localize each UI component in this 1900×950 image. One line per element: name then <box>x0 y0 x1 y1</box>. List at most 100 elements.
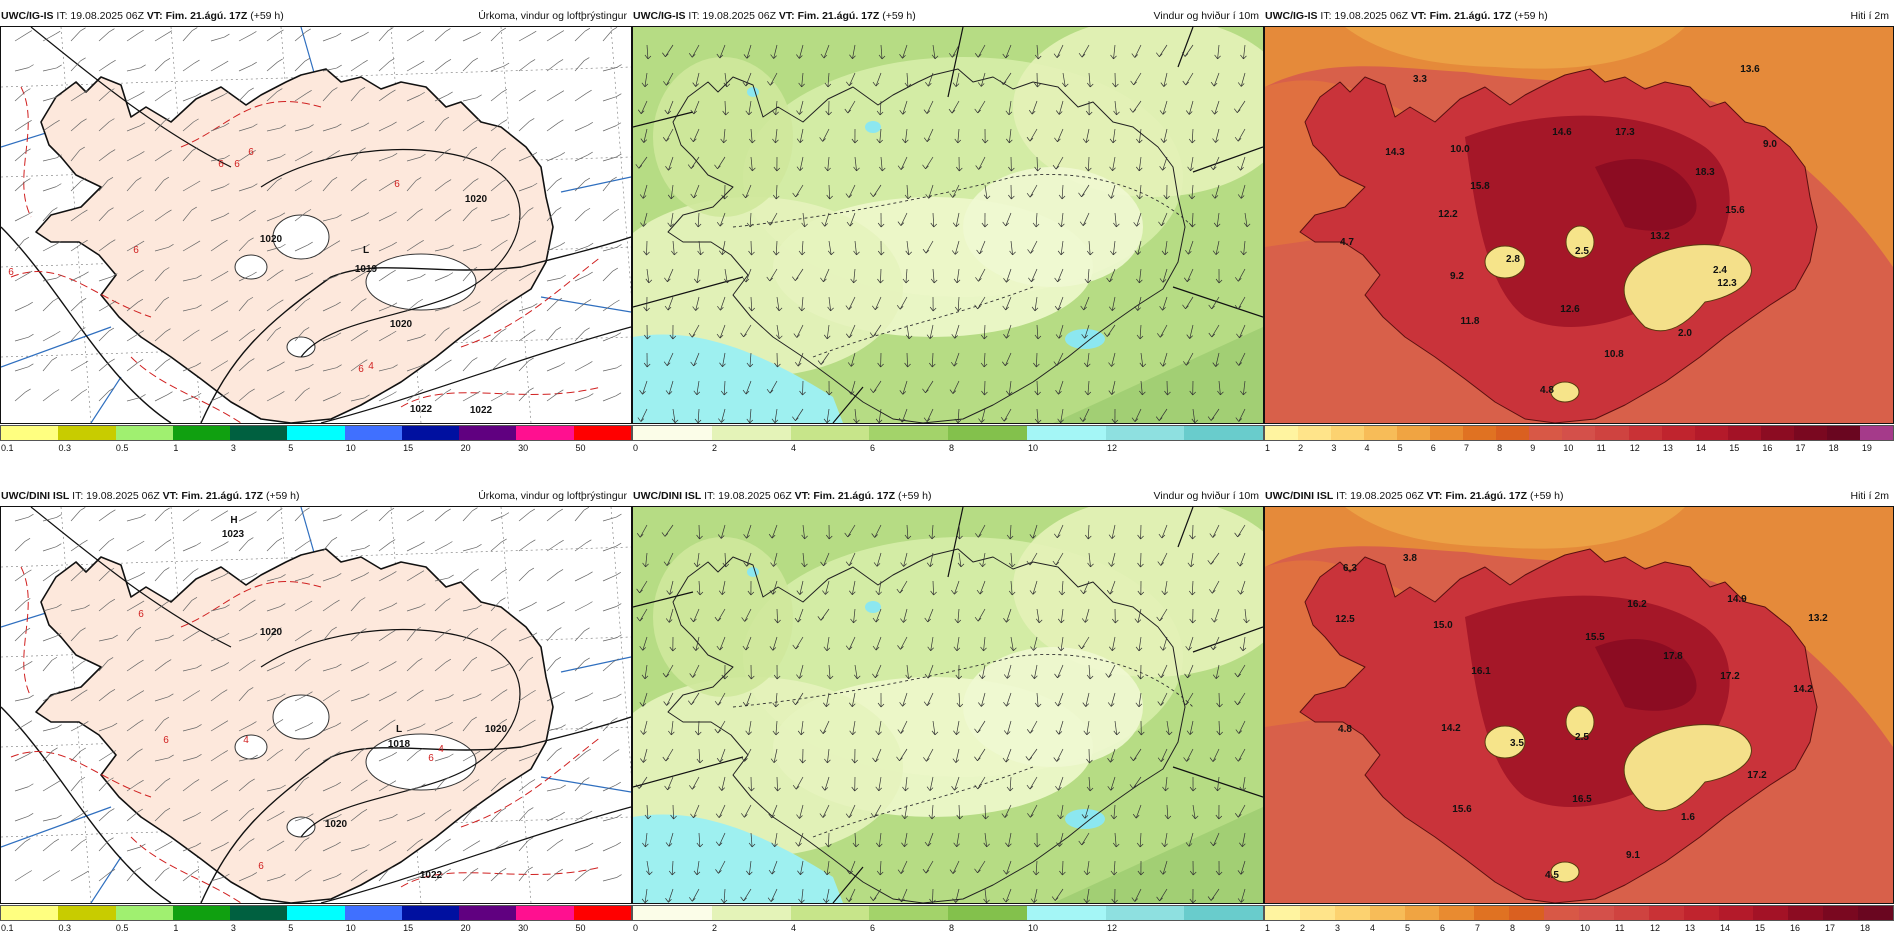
wind-arrowhead <box>853 674 861 680</box>
wind-barb <box>322 876 337 882</box>
wind-barb <box>82 209 88 214</box>
wind-barb <box>266 511 278 522</box>
wind-barb <box>528 837 534 841</box>
wind-barb <box>165 358 171 362</box>
precip-map[interactable]: H 1023 L 1018 1020 1020 1020 1022 6 6 4 4 6 6 <box>0 506 632 904</box>
colorbar-swatch <box>1 426 59 440</box>
wind-arrowhead <box>1184 673 1191 679</box>
wind-arrow <box>1218 380 1221 395</box>
wind-barb <box>238 153 251 162</box>
panel-title: Vindur og hviður í 10m <box>1153 10 1259 22</box>
wind-barb <box>556 747 562 752</box>
wind-arrow <box>773 552 778 567</box>
wind-arrowhead <box>1107 758 1114 763</box>
wind-barb <box>138 779 144 784</box>
wind-arrowhead <box>851 138 859 144</box>
wind-barb <box>14 273 28 282</box>
wind-arrowhead <box>925 194 932 199</box>
colorbar-tick-label: 10 <box>1580 923 1591 933</box>
colorbar-tick-label: 6 <box>870 923 876 933</box>
wind-barb <box>555 656 562 661</box>
wind-arrow <box>722 352 726 367</box>
panel-precip-dini: UWC/DINI ISL IT: 19.08.2025 06Z VT: Fim.… <box>0 486 632 946</box>
temperature-label: 10.0 <box>1450 144 1470 155</box>
colorbar-tick-label: 0 <box>633 443 639 453</box>
wind-arrowhead <box>792 192 799 198</box>
wind-barb <box>462 210 473 222</box>
temperature-label: 11.8 <box>1461 316 1480 327</box>
wind-arrowhead <box>639 194 647 199</box>
wind-arrow <box>642 692 648 707</box>
wind-arrow <box>1188 240 1194 255</box>
wind-barb <box>462 571 474 582</box>
wind-arrowhead <box>1130 756 1137 761</box>
wind-arrowhead <box>717 534 725 539</box>
wind-barb <box>56 604 62 608</box>
wind-map-svg <box>633 27 1263 423</box>
wind-barb <box>406 876 421 882</box>
wind-arrowhead <box>1157 673 1165 678</box>
wind-barb <box>210 575 225 582</box>
wind-arrow <box>1238 720 1246 734</box>
wind-barb <box>238 332 251 342</box>
wind-barb <box>249 778 255 783</box>
pressure-label: 6 <box>248 147 254 158</box>
wind-map-svg <box>633 507 1263 903</box>
pressure-label: 1022 <box>420 870 443 881</box>
wind-arrowhead <box>1155 416 1163 421</box>
wind-barb <box>222 510 229 514</box>
wind-arrow <box>749 212 752 227</box>
wind-barb <box>587 842 594 847</box>
wind-arrowhead <box>1030 646 1037 651</box>
lead-time: (+59 h) <box>897 490 932 502</box>
wind-barb <box>335 782 341 786</box>
wind-arrowhead <box>951 334 958 339</box>
wind-arrowhead <box>1182 304 1189 310</box>
wind-barb <box>249 388 255 393</box>
wind-arrowhead <box>774 786 781 792</box>
precip-map[interactable]: L 1019 1020 1020 1020 1022 1022 6 6 6 6 6 4 6 6 <box>0 26 632 424</box>
wind-barb <box>574 154 588 162</box>
wind-arrow <box>1060 636 1064 651</box>
wind-arrow <box>848 184 856 198</box>
wind-arrow <box>1036 352 1038 368</box>
wind-barb <box>182 600 193 612</box>
wind-map[interactable] <box>632 506 1264 904</box>
wind-arrowhead <box>926 334 934 339</box>
wind-barb <box>574 574 588 582</box>
wind-barb <box>378 124 392 132</box>
wind-arrowhead <box>1032 870 1040 876</box>
wind-arrow <box>983 636 986 651</box>
colorbar-swatch <box>1858 906 1894 920</box>
wind-arrow <box>954 324 960 339</box>
wind-barb <box>390 719 396 724</box>
temperature-map[interactable]: 6.3 3.8 12.5 15.0 16.2 14.9 13.2 15.5 16.1 17.8 17… <box>1264 506 1894 904</box>
wind-map[interactable] <box>632 26 1264 424</box>
wind-barb <box>362 59 368 64</box>
wind-arrow <box>828 832 830 848</box>
colorbar-swatch <box>1579 906 1614 920</box>
wind-barb <box>98 601 111 612</box>
wind-arrow <box>1084 324 1090 339</box>
wind-arrowhead <box>742 645 750 651</box>
wind-arrowhead <box>948 108 956 114</box>
wind-arrow <box>878 720 882 735</box>
wind-arrow <box>643 128 648 143</box>
wind-barb <box>14 516 29 522</box>
wind-barb <box>471 806 478 811</box>
wind-barb <box>406 841 418 852</box>
wind-arrow <box>672 240 675 255</box>
wind-arrowhead <box>1080 589 1087 595</box>
wind-arrowhead <box>821 786 829 791</box>
wind-arrow <box>799 156 804 171</box>
wind-barb <box>475 750 481 755</box>
wind-arrowhead <box>953 278 961 284</box>
wind-arrow <box>957 408 960 423</box>
wind-arrowhead <box>798 250 806 256</box>
wind-arrow <box>823 44 830 59</box>
wind-barb <box>223 632 230 637</box>
panel-wind-ig: UWC/IG-IS IT: 19.08.2025 06Z VT: Fim. 21… <box>632 6 1264 466</box>
wind-arrowhead <box>1054 305 1062 311</box>
temperature-map[interactable]: 13.6 3.3 14.3 10.0 14.6 17.3 9.0 15.8 18.3 12.2 15… <box>1264 26 1894 424</box>
wind-barb <box>110 509 116 514</box>
